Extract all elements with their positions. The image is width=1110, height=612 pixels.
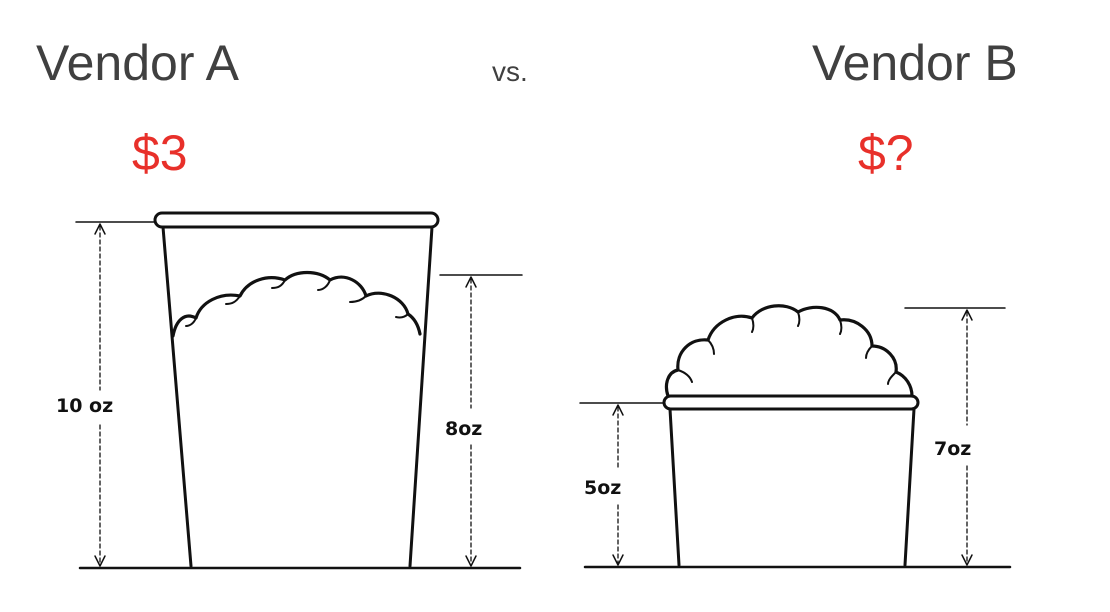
cup-side-right [408,225,434,568]
vendor-a-title: Vendor A [36,35,239,91]
vendor-a-price: $3 [132,125,188,181]
cup-rim [153,211,440,229]
dim-arrow-down [465,555,477,567]
vendor-b-price: $? [858,125,914,181]
vendor-b-cup-size-label: 5oz [584,477,621,499]
popcorn-detail [185,279,409,327]
popcorn-detail [677,311,897,385]
dim-arrow-up [612,404,624,416]
vendor-a-cup [75,211,523,570]
vendor-b-cup [579,304,1012,569]
vs-label: vs. [492,56,528,87]
vendor-a-cup-size-label: 10 oz [56,395,113,417]
dim-arrow-up [961,309,973,321]
cup-side-left [161,225,193,568]
dim-arrow-down [94,555,106,567]
dim-arrow-down [612,554,624,566]
vendor-b-popcorn-size-label: 7oz [934,438,971,460]
vendor-a-popcorn-size-label: 8oz [445,418,482,440]
vendor-b-title: Vendor B [812,35,1018,91]
cup-side-left [668,407,681,567]
popcorn-top [664,304,914,398]
dim-arrow-up [94,223,106,235]
cup-rim [662,394,920,411]
popcorn-top [171,270,422,338]
dim-arrow-down [961,554,973,566]
cup-side-right [903,407,916,567]
dim-arrow-up [465,276,477,288]
